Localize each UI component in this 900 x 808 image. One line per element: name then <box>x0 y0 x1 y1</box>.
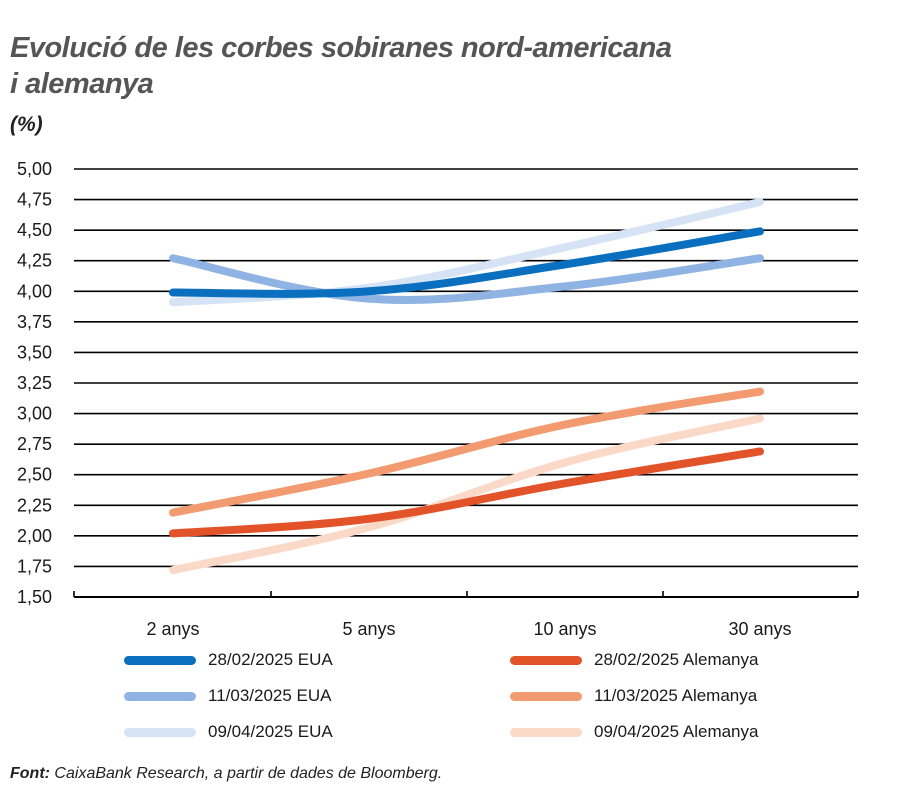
series-line <box>169 414 764 575</box>
x-axis: 2 anys 5 anys 10 anys 30 anys <box>73 591 859 639</box>
legend-label: 09/04/2025 Alemanya <box>594 722 759 741</box>
legend-label: 11/03/2025 Alemanya <box>594 686 758 705</box>
y-tick-label: 2,50 <box>17 465 52 485</box>
chart-title-line1: Evolució de les corbes sobiranes nord-am… <box>10 32 672 64</box>
series-line <box>169 254 764 304</box>
y-tick-label: 3,50 <box>17 342 52 362</box>
chart-title: Evolució de les corbes sobiranes nord-am… <box>10 30 672 102</box>
y-tick-label: 4,50 <box>17 220 52 240</box>
legend-swatch <box>510 727 582 737</box>
y-axis-ticks: 5,00 4,75 4,50 4,25 4,00 3,75 3,50 3,25 3,00 2,75… <box>17 159 52 607</box>
y-tick-label: 3,25 <box>17 373 52 393</box>
y-tick-label: 2,25 <box>17 495 52 515</box>
x-tick-label: 5 anys <box>342 619 395 639</box>
legend-label: 11/03/2025 EUA <box>208 686 332 705</box>
source-label: Font: <box>10 765 50 782</box>
source-note: Font: CaixaBank Research, a partir de da… <box>10 765 442 783</box>
x-tick-label: 10 anys <box>533 619 596 639</box>
y-tick-label: 4,00 <box>17 281 52 301</box>
legend-label: 28/02/2025 EUA <box>208 650 333 669</box>
y-tick-label: 5,00 <box>17 159 52 179</box>
source-text: CaixaBank Research, a partir de dades de… <box>49 765 443 782</box>
y-tick-label: 2,00 <box>17 526 52 546</box>
series-line <box>169 387 764 517</box>
legend-item-alemanya-2802: 28/02/2025 Alemanya <box>510 650 758 670</box>
y-tick-label: 3,75 <box>17 312 52 332</box>
legend-item-eua-0904: 09/04/2025 EUA <box>124 722 333 742</box>
legend-swatch <box>124 655 196 665</box>
legend-swatch <box>510 691 582 701</box>
gridlines <box>74 168 858 598</box>
legend-item-alemanya-1103: 11/03/2025 Alemanya <box>510 686 757 706</box>
y-tick-label: 1,50 <box>17 587 52 607</box>
legend-label: 09/04/2025 EUA <box>208 722 333 741</box>
legend-swatch <box>124 691 196 701</box>
y-tick-label: 4,75 <box>17 190 52 210</box>
legend-item-eua-1103: 11/03/2025 EUA <box>124 686 332 706</box>
x-tick-label: 2 anys <box>146 619 199 639</box>
y-tick-label: 3,00 <box>17 404 52 424</box>
x-tick-label: 30 anys <box>728 619 791 639</box>
chart-title-line2: i alemanya <box>10 68 154 100</box>
series-line <box>169 447 764 538</box>
y-tick-label: 1,75 <box>17 556 52 576</box>
legend-swatch <box>124 727 196 737</box>
line-chart: 5,00 4,75 4,50 4,25 4,00 3,75 3,50 3,25 3,00 2,75… <box>17 159 859 639</box>
legend-item-alemanya-0904: 09/04/2025 Alemanya <box>510 722 758 742</box>
series-lines <box>169 198 764 575</box>
y-tick-label: 4,25 <box>17 251 52 271</box>
legend-item-eua-2802: 28/02/2025 EUA <box>124 650 333 670</box>
series-line <box>169 198 764 307</box>
y-tick-label: 2,75 <box>17 434 52 454</box>
legend-swatch <box>510 655 582 665</box>
series-line <box>169 227 764 298</box>
y-axis-unit: (%) <box>10 113 43 136</box>
legend-label: 28/02/2025 Alemanya <box>594 650 759 669</box>
